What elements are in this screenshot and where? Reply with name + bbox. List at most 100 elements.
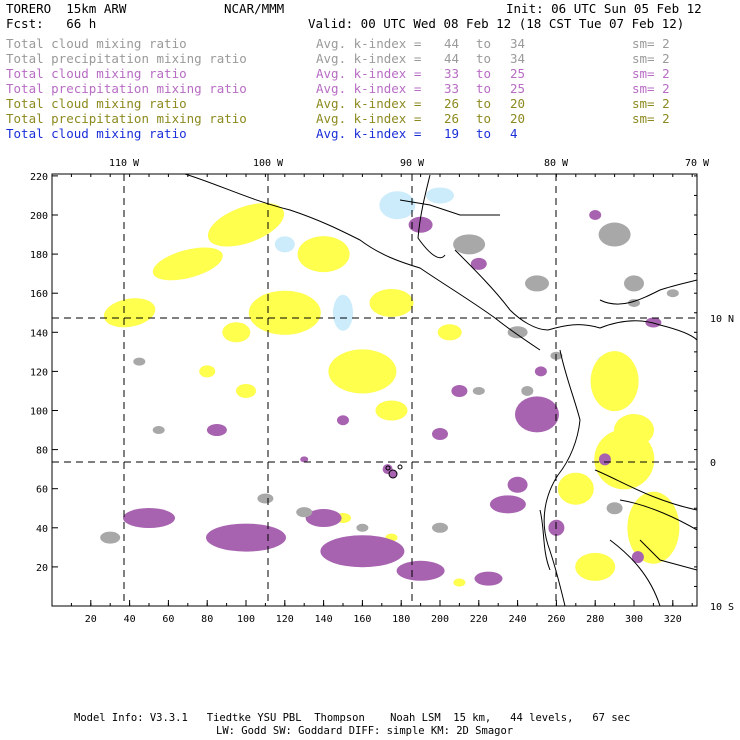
field-index-to: 34: [510, 51, 526, 66]
field-index-to: 20: [510, 111, 526, 126]
model-name: TORERO 15km ARW: [6, 1, 127, 16]
coastline-segment: [454, 249, 549, 331]
field-index-label: Avg. k-index =: [316, 126, 422, 141]
shading-patch: [100, 531, 121, 544]
field-index-from: 19: [444, 126, 460, 141]
coastlines: [184, 174, 697, 606]
shading-patch: [320, 535, 405, 568]
shading-patch: [206, 424, 227, 437]
shading-patch: [297, 236, 350, 273]
x-tick-label: 200: [431, 614, 449, 625]
x-tick-label: 60: [162, 614, 174, 625]
coastline-segment: [639, 539, 697, 571]
shading-patch: [557, 472, 594, 505]
field-index-to: 25: [510, 81, 526, 96]
shading-patch: [515, 396, 559, 433]
shading-patch: [453, 578, 466, 587]
field-smoothing: sm= 2: [632, 66, 670, 81]
shading-patch: [598, 222, 631, 247]
shading-patch: [507, 326, 528, 339]
shading-patch: [575, 552, 616, 581]
field-index-label: Avg. k-index =: [316, 36, 422, 51]
x-tick-label: 260: [547, 614, 565, 625]
field-index-label: Avg. k-index =: [316, 66, 422, 81]
x-tick-label: 300: [625, 614, 643, 625]
shading-patch: [369, 288, 414, 317]
x-tick-label: 40: [124, 614, 136, 625]
latitude-label: 10 N: [710, 314, 734, 325]
x-tick-label: 20: [85, 614, 97, 625]
coastline-segment: [547, 320, 697, 341]
shading-patch: [426, 187, 454, 204]
shading-patch: [207, 203, 285, 247]
shading-patch: [521, 385, 534, 396]
shading-patch: [248, 290, 321, 335]
field-index-from: 44: [444, 51, 460, 66]
y-tick-label: 220: [30, 172, 48, 183]
field-smoothing: sm= 2: [632, 111, 670, 126]
field-index-label: Avg. k-index =: [316, 81, 422, 96]
x-tick-label: 140: [315, 614, 333, 625]
shading-patch: [296, 507, 313, 518]
field-name: Total precipitation mixing ratio: [6, 111, 247, 126]
field-index-from: 44: [444, 36, 460, 51]
longitude-label: 80 W: [544, 158, 569, 169]
longitude-label: 90 W: [400, 158, 425, 169]
shading-patch: [305, 509, 342, 528]
shading-patch: [432, 427, 448, 440]
shading-patch: [507, 476, 528, 493]
valid-time: Valid: 00 UTC Wed 08 Feb 12 (18 CST Tue …: [308, 16, 685, 31]
island: [397, 464, 403, 470]
shading-patch: [624, 275, 644, 292]
shading-patch: [472, 386, 485, 395]
shading-patch: [133, 357, 146, 366]
field-index-label: Avg. k-index =: [316, 51, 422, 66]
field-index-label: Avg. k-index =: [316, 96, 422, 111]
field-index-to-word: to: [476, 96, 492, 111]
coastline-segment: [399, 199, 500, 216]
axis-ticks: [51, 174, 697, 607]
field-index-from: 26: [444, 111, 460, 126]
field-index-from: 33: [444, 81, 460, 96]
shading-patch: [470, 257, 487, 270]
y-tick-label: 40: [36, 524, 48, 535]
y-tick-label: 120: [30, 367, 48, 378]
shading-patch: [453, 234, 486, 255]
field-index-to-word: to: [476, 36, 492, 51]
field-index-to-word: to: [476, 81, 492, 96]
coastline-segment: [609, 539, 661, 606]
field-smoothing: sm= 2: [632, 36, 670, 51]
island: [385, 465, 391, 471]
y-tick-label: 140: [30, 328, 48, 339]
field-name: Total cloud mixing ratio: [6, 66, 187, 81]
shading-patch: [598, 453, 611, 466]
field-smoothing: sm= 2: [632, 51, 670, 66]
shading-patch: [606, 502, 623, 515]
field-name: Total cloud mixing ratio: [6, 126, 187, 141]
field-index-to-word: to: [476, 51, 492, 66]
y-tick-label: 180: [30, 250, 48, 261]
shading-patch: [437, 324, 462, 341]
shading-patch: [379, 191, 416, 220]
shading-patch: [627, 491, 680, 564]
field-name: Total precipitation mixing ratio: [6, 51, 247, 66]
shading-patch: [375, 400, 408, 421]
shading-patch: [236, 383, 256, 398]
shading-patch: [474, 571, 503, 586]
shading-patch: [489, 495, 526, 514]
field-name: Total cloud mixing ratio: [6, 96, 187, 111]
y-tick-label: 200: [30, 211, 48, 222]
x-tick-label: 120: [276, 614, 294, 625]
shading-patch: [328, 349, 397, 394]
model-info-line2: LW: Godd SW: Goddard DIFF: simple KM: 2D…: [216, 725, 514, 737]
shading-patch: [451, 384, 468, 397]
shading-patch: [199, 365, 216, 378]
field-index-from: 26: [444, 96, 460, 111]
x-tick-label: 320: [664, 614, 682, 625]
field-name: Total cloud mixing ratio: [6, 36, 187, 51]
longitude-label: 110 W: [109, 158, 140, 169]
coastline-segment: [417, 174, 446, 259]
y-tick-label: 60: [36, 485, 48, 496]
y-tick-label: 20: [36, 563, 48, 574]
